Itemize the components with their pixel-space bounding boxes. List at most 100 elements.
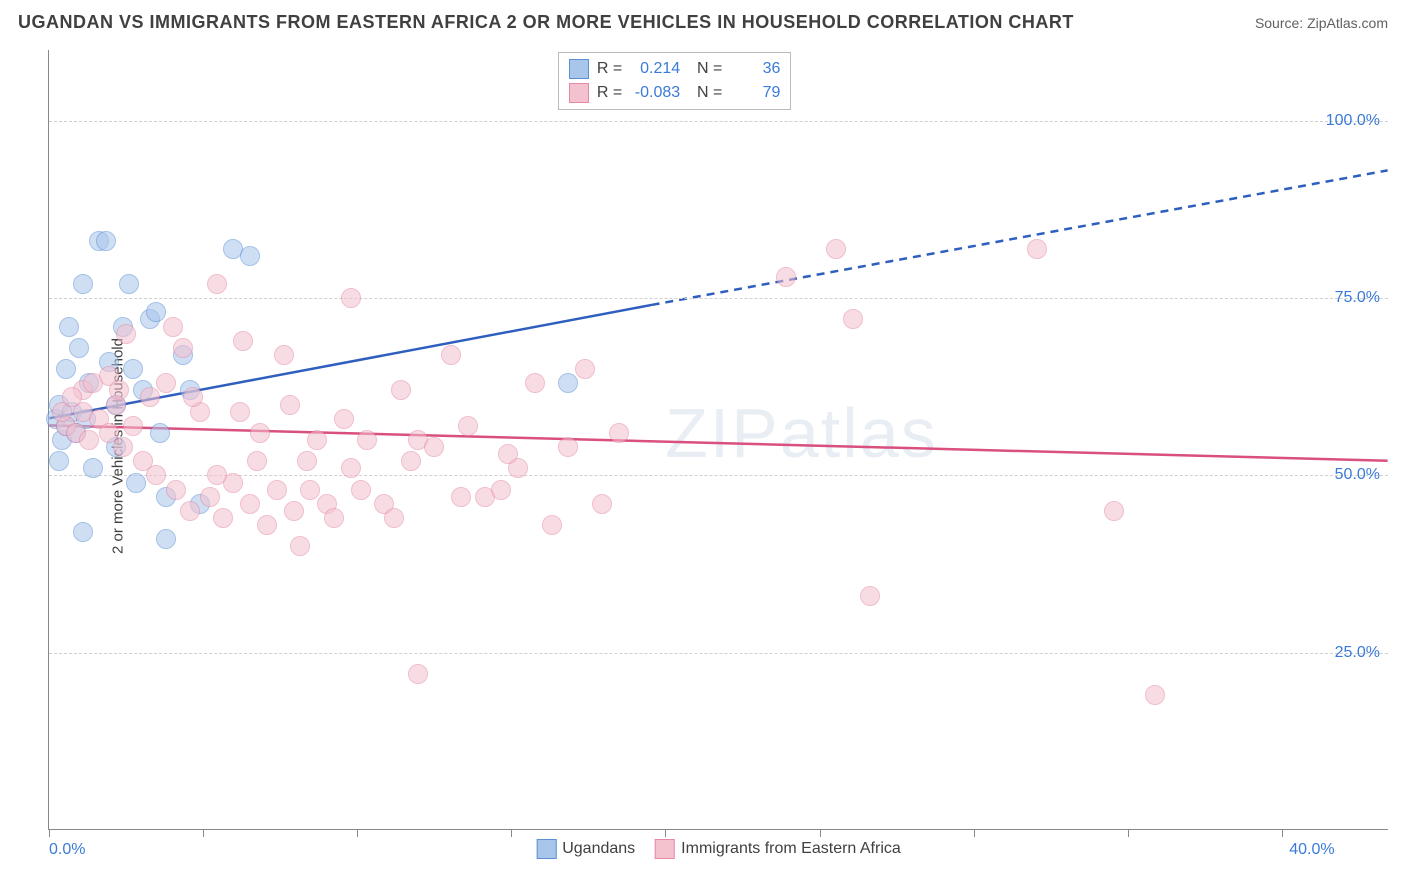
- data-point: [116, 324, 136, 344]
- gridline: [49, 298, 1388, 299]
- source-label: Source: ZipAtlas.com: [1255, 15, 1388, 31]
- chart-header: UGANDAN VS IMMIGRANTS FROM EASTERN AFRIC…: [18, 12, 1388, 33]
- data-point: [247, 451, 267, 471]
- data-point: [79, 430, 99, 450]
- data-point: [826, 239, 846, 259]
- data-point: [230, 402, 250, 422]
- data-point: [62, 387, 82, 407]
- data-point: [119, 274, 139, 294]
- data-point: [240, 494, 260, 514]
- gridline: [49, 121, 1388, 122]
- data-point: [300, 480, 320, 500]
- x-tick: [357, 829, 358, 837]
- data-point: [391, 380, 411, 400]
- n-value: 36: [730, 60, 780, 78]
- data-point: [860, 586, 880, 606]
- data-point: [1145, 685, 1165, 705]
- x-tick-label: 0.0%: [49, 841, 85, 859]
- data-point: [324, 508, 344, 528]
- data-point: [257, 515, 277, 535]
- data-point: [233, 331, 253, 351]
- legend-label: Immigrants from Eastern Africa: [681, 840, 901, 858]
- legend-label: Ugandans: [562, 840, 635, 858]
- data-point: [341, 288, 361, 308]
- data-point: [408, 664, 428, 684]
- correlation-row: R = -0.083 N = 79: [569, 81, 781, 105]
- data-point: [384, 508, 404, 528]
- data-point: [113, 437, 133, 457]
- legend-item: Immigrants from Eastern Africa: [655, 839, 901, 859]
- data-point: [843, 309, 863, 329]
- x-tick: [203, 829, 204, 837]
- data-point: [73, 274, 93, 294]
- data-point: [558, 373, 578, 393]
- data-point: [109, 380, 129, 400]
- n-label: N =: [688, 84, 722, 102]
- x-tick: [974, 829, 975, 837]
- gridline: [49, 475, 1388, 476]
- data-point: [140, 387, 160, 407]
- data-point: [351, 480, 371, 500]
- trend-lines: [49, 50, 1388, 829]
- data-point: [498, 444, 518, 464]
- data-point: [250, 423, 270, 443]
- r-label: R =: [597, 60, 622, 78]
- data-point: [56, 359, 76, 379]
- data-point: [458, 416, 478, 436]
- data-point: [424, 437, 444, 457]
- r-value: -0.083: [630, 84, 680, 102]
- y-tick-label: 50.0%: [1335, 466, 1380, 484]
- data-point: [150, 423, 170, 443]
- data-point: [776, 267, 796, 287]
- y-tick-label: 25.0%: [1335, 644, 1380, 662]
- data-point: [334, 409, 354, 429]
- data-point: [146, 465, 166, 485]
- data-point: [123, 416, 143, 436]
- data-point: [123, 359, 143, 379]
- x-tick: [49, 829, 50, 837]
- data-point: [146, 302, 166, 322]
- chart-plot-area: ZIPatlas R = 0.214 N = 36 R = -0.083 N =…: [48, 50, 1388, 830]
- data-point: [156, 373, 176, 393]
- data-point: [491, 480, 511, 500]
- legend-swatch: [655, 839, 675, 859]
- data-point: [525, 373, 545, 393]
- data-point: [609, 423, 629, 443]
- data-point: [126, 473, 146, 493]
- data-point: [267, 480, 287, 500]
- legend-item: Ugandans: [536, 839, 635, 859]
- data-point: [1104, 501, 1124, 521]
- data-point: [207, 274, 227, 294]
- x-tick: [1282, 829, 1283, 837]
- data-point: [290, 536, 310, 556]
- chart-title: UGANDAN VS IMMIGRANTS FROM EASTERN AFRIC…: [18, 12, 1074, 33]
- data-point: [183, 387, 203, 407]
- y-tick-label: 100.0%: [1326, 112, 1380, 130]
- legend-swatch: [569, 83, 589, 103]
- x-tick: [820, 829, 821, 837]
- data-point: [73, 522, 93, 542]
- data-point: [240, 246, 260, 266]
- data-point: [207, 465, 227, 485]
- data-point: [96, 231, 116, 251]
- r-label: R =: [597, 84, 622, 102]
- data-point: [83, 458, 103, 478]
- data-point: [451, 487, 471, 507]
- data-point: [1027, 239, 1047, 259]
- data-point: [280, 395, 300, 415]
- x-tick-label: 40.0%: [1289, 841, 1334, 859]
- r-value: 0.214: [630, 60, 680, 78]
- data-point: [401, 451, 421, 471]
- n-value: 79: [730, 84, 780, 102]
- data-point: [213, 508, 233, 528]
- data-point: [166, 480, 186, 500]
- legend-swatch: [569, 59, 589, 79]
- data-point: [341, 458, 361, 478]
- data-point: [542, 515, 562, 535]
- data-point: [200, 487, 220, 507]
- series-legend: Ugandans Immigrants from Eastern Africa: [536, 839, 901, 859]
- data-point: [357, 430, 377, 450]
- data-point: [297, 451, 317, 471]
- data-point: [307, 430, 327, 450]
- x-tick: [665, 829, 666, 837]
